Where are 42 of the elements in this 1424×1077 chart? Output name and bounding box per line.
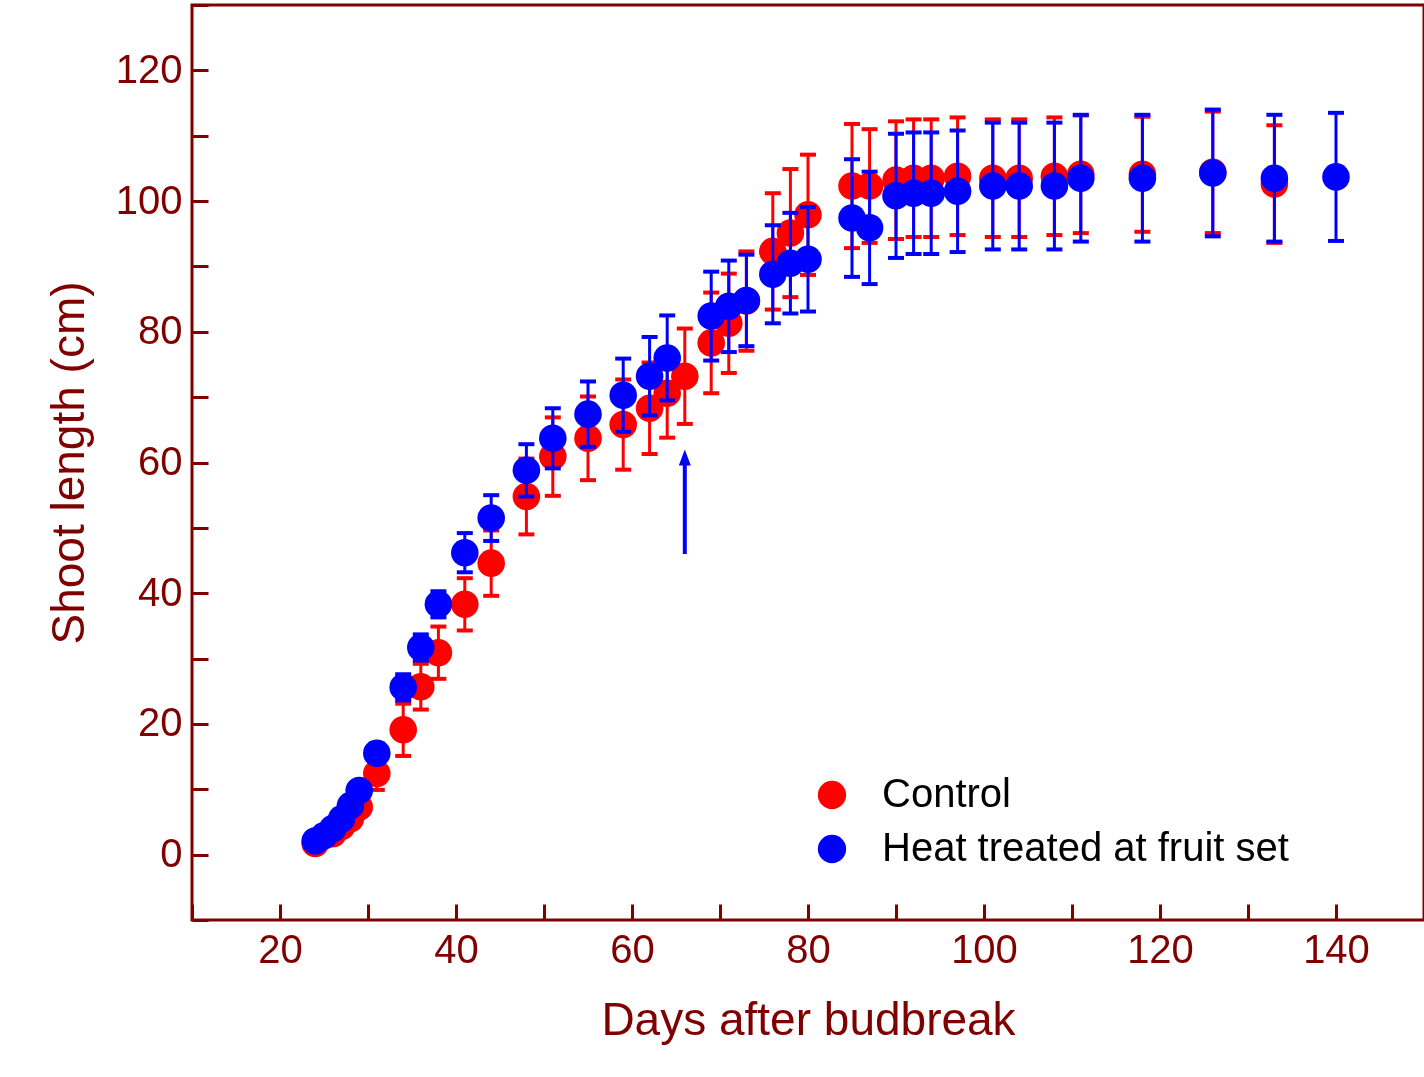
point [794,245,822,273]
x-tick-label: 80 [786,926,831,971]
x-tick-label: 100 [951,926,1018,971]
point [1040,172,1069,200]
point [345,776,373,805]
point [635,362,664,390]
point [389,673,417,702]
point [407,633,435,662]
point [477,504,505,532]
legend-label: Control [882,771,1011,815]
y-tick-label: 0 [160,831,183,876]
x-tick-label: 120 [1127,926,1194,971]
x-tick-label: 40 [434,926,479,971]
y-tick-label: 120 [115,46,183,91]
point [512,456,541,485]
y-tick-label: 40 [138,569,183,614]
point [539,424,567,453]
point [609,381,637,409]
x-tick-label: 140 [1303,926,1370,971]
point [979,172,1007,200]
point [451,590,479,619]
y-axis-title: Shoot length (cm) [41,281,94,645]
point [477,549,505,577]
y-tick-label: 60 [138,439,183,483]
point [653,344,681,372]
x-tick-label: 20 [258,926,303,971]
point [389,716,417,744]
y-tick-label: 100 [115,177,183,222]
point [574,400,602,428]
point [671,362,699,390]
point [943,177,972,206]
x-axis-title: Days after budbreak [601,992,1017,1045]
point [424,590,453,619]
point [451,538,479,567]
x-tick-label: 60 [610,926,655,971]
point [363,739,391,768]
legend-label: Heat treated at fruit set [882,825,1289,869]
y-tick-label: 80 [138,308,183,353]
point [1322,163,1350,191]
y-tick-label: 20 [138,700,183,745]
point [1260,164,1289,192]
point [1005,172,1033,200]
